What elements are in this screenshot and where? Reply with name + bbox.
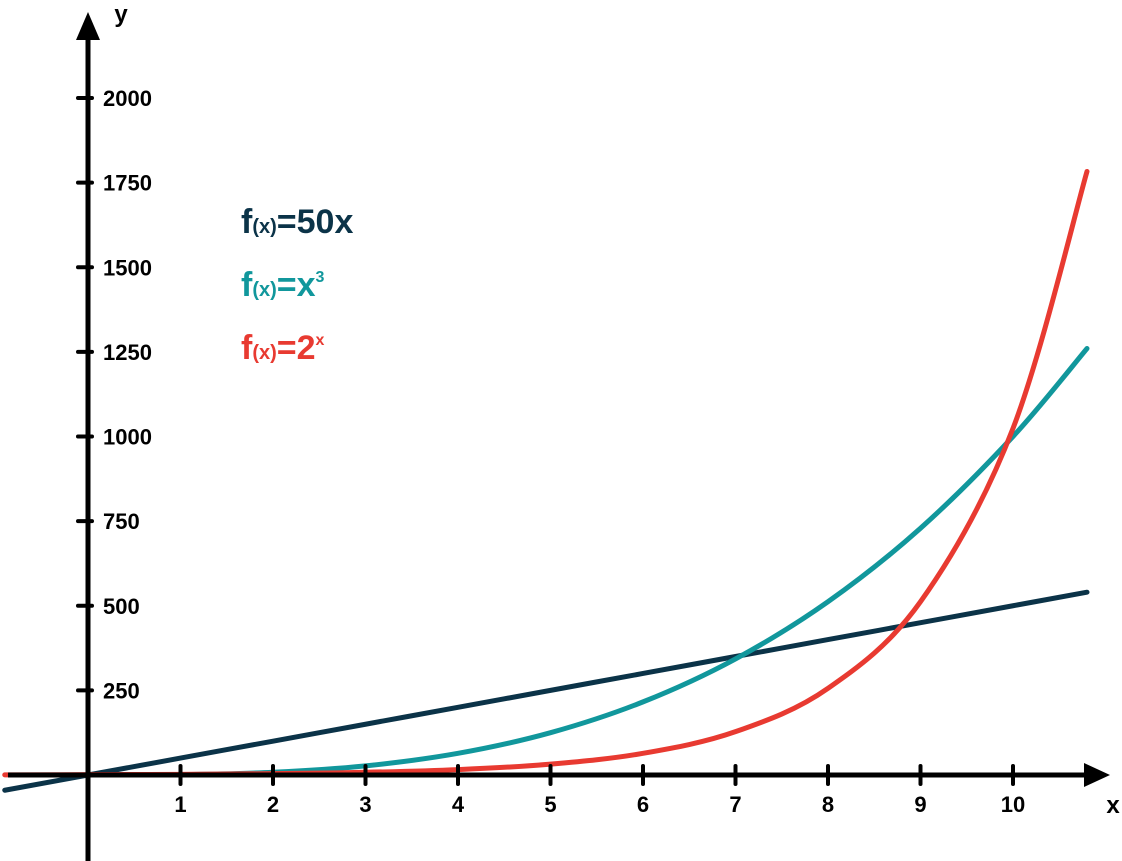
y-tick-label: 1000 bbox=[103, 425, 152, 450]
legend-cubic: f(x)=x3 bbox=[241, 266, 325, 304]
y-tick-label: 1250 bbox=[103, 340, 152, 365]
legend-func-arg: (x) bbox=[252, 342, 276, 364]
tick-layer: 1 2 3 4 5 6 7 8 9 10 250 500 750 1000 1250 1500 1750 2000 bbox=[76, 86, 1025, 817]
legend-func-arg: (x) bbox=[252, 279, 276, 301]
x-axis-label: x bbox=[1106, 792, 1120, 819]
y-tick-label: 250 bbox=[103, 678, 140, 703]
y-tick-label: 500 bbox=[103, 594, 140, 619]
x-tick-label: 10 bbox=[1001, 792, 1025, 817]
y-tick-label: 2000 bbox=[103, 86, 152, 111]
legend-func-arg: (x) bbox=[252, 216, 276, 238]
y-axis-label: y bbox=[114, 1, 128, 28]
x-tick-label: 3 bbox=[359, 792, 371, 817]
curve-layer bbox=[2, 168, 1090, 793]
legend-func-name: f bbox=[241, 329, 253, 367]
y-tick-label: 1500 bbox=[103, 255, 152, 280]
x-tick-label: 7 bbox=[729, 792, 741, 817]
legend-func-exponent: 3 bbox=[316, 269, 325, 286]
legend-linear: f(x)=50x bbox=[241, 203, 353, 241]
x-tick-label: 9 bbox=[914, 792, 926, 817]
x-tick-label: 6 bbox=[637, 792, 649, 817]
axes-layer: xy bbox=[8, 1, 1120, 861]
x-tick-label: 1 bbox=[174, 792, 186, 817]
x-tick-label: 4 bbox=[452, 792, 465, 817]
legend-exponential: f(x)=2x bbox=[241, 329, 325, 367]
legend-func-rhs: =x bbox=[277, 266, 316, 304]
legend-func-rhs: =2 bbox=[277, 329, 316, 367]
y-tick-label: 1750 bbox=[103, 171, 152, 196]
curve-2-pow-x bbox=[2, 168, 1090, 778]
x-tick-label: 2 bbox=[267, 792, 279, 817]
y-tick-label: 750 bbox=[103, 509, 140, 534]
line-50x bbox=[2, 589, 1090, 793]
y-axis-arrow bbox=[76, 12, 100, 40]
legend-func-rhs: =50x bbox=[277, 203, 354, 241]
legend-func-name: f bbox=[241, 203, 253, 241]
legend-func-name: f bbox=[241, 266, 253, 304]
curve-x-cubed bbox=[85, 345, 1090, 778]
x-tick-label: 8 bbox=[822, 792, 834, 817]
x-axis-arrow bbox=[1084, 763, 1110, 787]
legend-func-exponent: x bbox=[316, 332, 325, 349]
x-tick-label: 5 bbox=[544, 792, 556, 817]
